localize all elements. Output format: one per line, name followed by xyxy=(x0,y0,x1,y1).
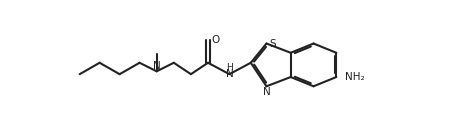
Text: N: N xyxy=(226,69,233,79)
Text: H: H xyxy=(226,63,233,72)
Text: N: N xyxy=(153,61,160,71)
Text: NH₂: NH₂ xyxy=(345,72,365,82)
Text: N: N xyxy=(263,87,270,97)
Text: S: S xyxy=(269,38,276,48)
Text: O: O xyxy=(212,35,220,45)
